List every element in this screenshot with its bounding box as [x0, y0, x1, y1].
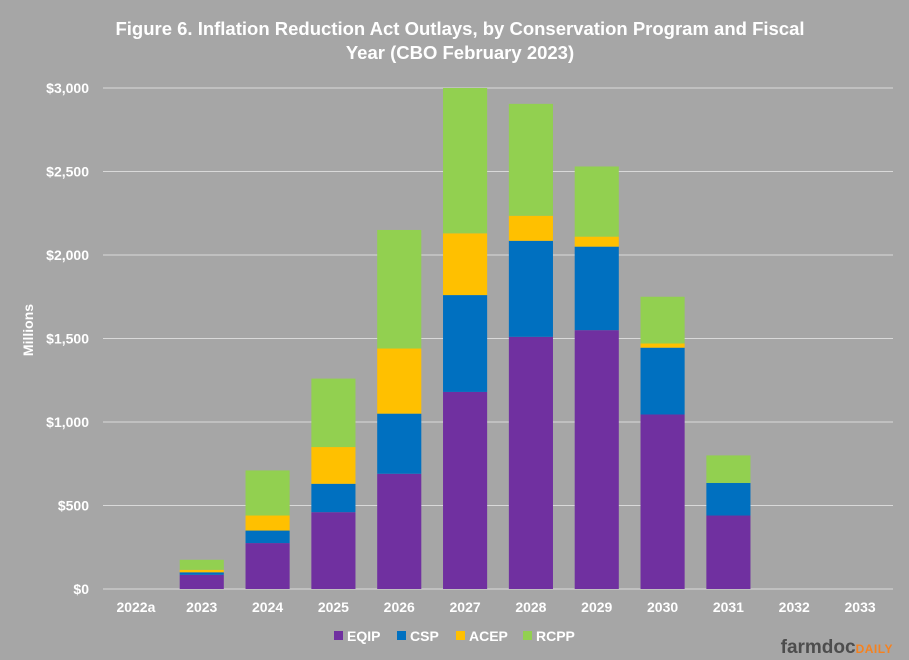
legend: EQIP CSP ACEP RCPP: [334, 628, 575, 644]
legend-label-acep: ACEP: [469, 628, 508, 644]
y-axis-ticks: $0 $500 $1,000 $1,500 $2,000 $2,500 $3,000: [46, 80, 89, 597]
bar-eqip-2031: [706, 515, 751, 589]
bar-rcpp-2029: [574, 166, 619, 237]
y-tick-label: $500: [58, 498, 89, 514]
legend-swatch-eqip: [334, 631, 343, 640]
bar-rcpp-2026: [377, 229, 422, 349]
bar-csp-2027: [443, 295, 488, 392]
chart-title-line-1: Figure 6. Inflation Reduction Act Outlay…: [115, 18, 804, 39]
legend-label-eqip: EQIP: [347, 628, 380, 644]
y-tick-label: $1,000: [46, 414, 89, 430]
bar-csp-2030: [640, 347, 685, 415]
bar-eqip-2026: [377, 473, 422, 589]
bar-acep-2027: [443, 233, 488, 296]
bar-csp-2029: [574, 246, 619, 331]
legend-swatch-csp: [397, 631, 406, 640]
legend-swatch-rcpp: [523, 631, 532, 640]
y-tick-label: $0: [73, 581, 89, 597]
x-tick-label: 2031: [713, 599, 744, 615]
bar-eqip-2024: [245, 543, 290, 589]
bar-csp-2031: [706, 482, 751, 516]
x-tick-label: 2026: [384, 599, 415, 615]
x-tick-label: 2033: [845, 599, 876, 615]
svg-text:farmdocDAILY: farmdocDAILY: [781, 637, 893, 658]
x-axis-ticks: 2022a 2023 2024 2025 2026 2027 2028 2029 2030 203…: [116, 599, 875, 615]
bar-acep-2026: [377, 348, 422, 414]
bar-eqip-2025: [311, 512, 356, 589]
x-tick-label: 2028: [515, 599, 546, 615]
bar-csp-2024: [245, 530, 290, 544]
gridlines: [103, 87, 893, 590]
x-tick-label: 2024: [252, 599, 283, 615]
legend-label-csp: CSP: [410, 628, 439, 644]
bar-rcpp-2028: [508, 103, 553, 216]
x-tick-label: 2030: [647, 599, 678, 615]
bar-csp-2026: [377, 413, 422, 474]
bar-rcpp-2027: [443, 88, 488, 234]
bars: [179, 88, 751, 589]
bar-acep-2025: [311, 447, 356, 484]
x-tick-label: 2032: [779, 599, 810, 615]
bar-rcpp-2024: [245, 470, 290, 516]
bar-acep-2024: [245, 515, 290, 531]
bar-csp-2028: [508, 240, 553, 337]
legend-label-rcpp: RCPP: [536, 628, 575, 644]
x-tick-label: 2027: [450, 599, 481, 615]
bar-csp-2025: [311, 483, 356, 513]
bar-eqip-2027: [443, 391, 488, 589]
brand-name-part-1: farmdoc: [781, 637, 856, 658]
bar-acep-2029: [574, 236, 619, 247]
bar-rcpp-2030: [640, 296, 685, 344]
legend-swatch-acep: [456, 631, 465, 640]
y-tick-label: $2,000: [46, 247, 89, 263]
bar-rcpp-2025: [311, 378, 356, 448]
bar-acep-2030: [640, 343, 685, 348]
brand-name-part-2: DAILY: [856, 642, 893, 656]
x-tick-label: 2029: [581, 599, 612, 615]
bar-eqip-2028: [508, 336, 553, 589]
farmdoc-daily-logo: farmdocDAILY: [781, 637, 893, 658]
y-tick-label: $2,500: [46, 164, 89, 180]
bar-csp-2023: [179, 572, 224, 575]
x-tick-label: 2025: [318, 599, 349, 615]
y-tick-label: $3,000: [46, 80, 89, 96]
bar-acep-2023: [179, 569, 224, 573]
bar-rcpp-2023: [179, 559, 224, 570]
bar-eqip-2029: [574, 330, 619, 589]
bar-rcpp-2031: [706, 455, 751, 483]
y-tick-label: $1,500: [46, 331, 89, 347]
chart-title-line-2: Year (CBO February 2023): [346, 42, 574, 63]
bar-eqip-2030: [640, 414, 685, 589]
bar-eqip-2023: [179, 574, 224, 589]
y-axis-title: Millions: [20, 304, 36, 356]
x-tick-label: 2022a: [116, 599, 155, 615]
x-tick-label: 2023: [186, 599, 217, 615]
bar-acep-2028: [508, 215, 553, 241]
